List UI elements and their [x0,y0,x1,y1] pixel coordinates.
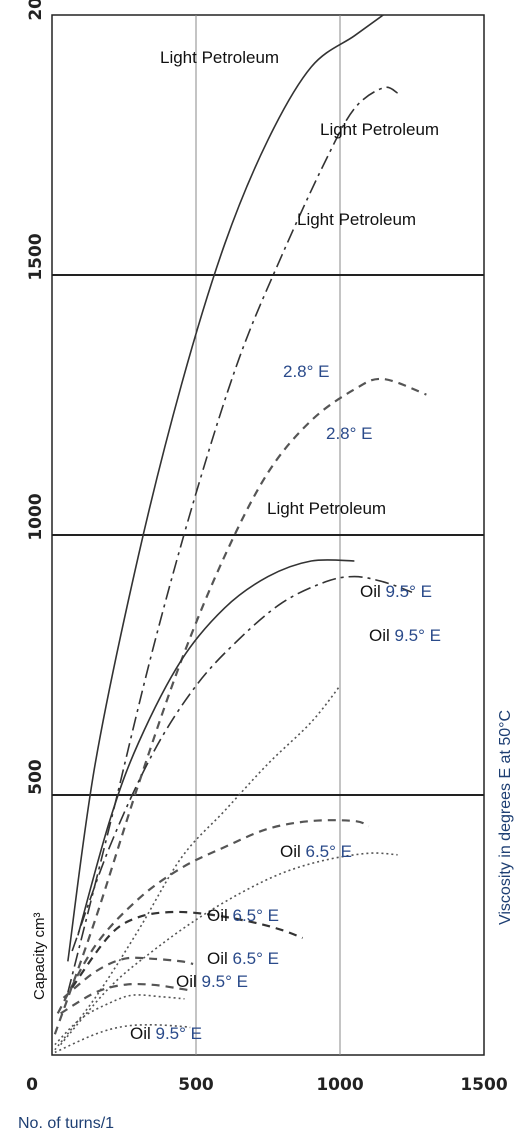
series-12-line [54,1024,191,1054]
curves [53,14,427,1054]
series-8-label: Oil 6.5° E [280,842,352,861]
y2-axis-label: Viscosity in degrees E at 50°C [497,710,514,925]
series-9-label: Oil 6.5° E [207,906,279,925]
series-3-line [77,559,355,936]
grid [51,14,485,1056]
series-4-label: 2.8° E [326,424,373,443]
y-tick-500: 500 [26,759,46,795]
y-tick-1000: 1000 [26,493,46,540]
series-0-label: Light Petroleum [160,48,279,67]
series-7-line [60,852,398,1046]
series-10-label: Oil 6.5° E [207,949,279,968]
y-tick-2000: 2000 [26,0,46,21]
series-0-line [67,14,384,962]
y-axis-label: Capacity cm³ [31,912,48,1000]
y-tick-1500: 1500 [26,233,46,280]
series-6-label: Oil 9.5° E [360,582,432,601]
curve-labels: Light Petroleum Light Petroleum Light Petr… [130,48,441,1043]
series-5-line [54,685,341,1051]
series-11-label: Oil 9.5° E [176,972,248,991]
series-1-line [67,86,398,993]
x-tick-0: 0 [26,1075,38,1095]
series-12-label: Oil 9.5° E [130,1024,202,1043]
series-8-line [71,910,303,989]
series-5-label: Light Petroleum [267,499,386,518]
series-2-label: Light Petroleum [297,210,416,229]
series-9-line [62,956,194,999]
x-tick-1000: 1000 [316,1075,363,1095]
x-tick-1500: 1500 [460,1075,507,1095]
series-11-line [54,994,185,1046]
series-4-line [71,575,413,952]
series-10-line [60,982,191,1015]
tick-labels: 0 500 1000 1500 500 1000 1500 2000 [26,0,508,1095]
series-1-label: Light Petroleum [320,120,439,139]
series-6-line [56,819,370,1014]
x-tick-500: 500 [178,1075,214,1095]
x-axis-label: No. of turns/1 [18,1115,114,1132]
series-7-label: Oil 9.5° E [369,626,441,645]
series-3-label: 2.8° E [283,362,330,381]
series-2-line [53,377,427,1035]
